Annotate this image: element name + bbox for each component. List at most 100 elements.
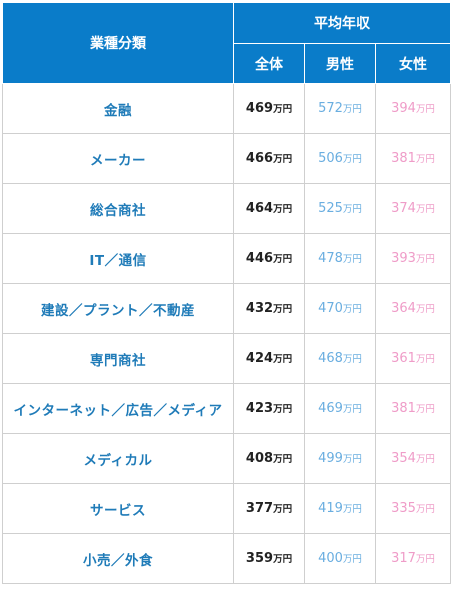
row-category: IT／通信 [2,233,234,284]
income-unit: 万円 [273,504,293,515]
row-male-income: 572万円 [304,83,376,134]
row-male-income: 470万円 [304,283,376,334]
row-female-income: 335万円 [375,483,451,534]
income-value: 354 [391,451,416,466]
income-value: 381 [391,151,416,166]
income-value: 361 [391,351,416,366]
income-value: 424 [245,351,274,366]
income-unit: 万円 [342,204,362,215]
income-value: 374 [391,201,416,216]
header-female: 女性 [375,43,451,84]
income-unit: 万円 [342,504,362,515]
row-total-income: 469万円 [233,83,305,134]
income-value: 400 [318,551,343,566]
row-total-income: 464万円 [233,183,305,234]
row-total-income: 408万円 [233,433,305,484]
income-unit: 万円 [273,104,293,115]
row-female-income: 317万円 [375,533,451,584]
income-unit: 万円 [415,354,435,365]
income-unit: 万円 [273,254,293,265]
row-category: メーカー [2,133,234,184]
income-unit: 万円 [273,554,293,565]
table-body: 金融 469万円 572万円 394万円 メーカー 466万円 506万円 381万円 総合商社… [2,83,451,584]
row-category: 総合商社 [2,183,234,234]
row-category: 金融 [2,83,234,134]
income-unit: 万円 [415,554,435,565]
table-row: サービス 377万円 419万円 335万円 [2,483,451,534]
income-unit: 万円 [342,154,362,165]
income-value: 469 [245,101,274,116]
header-male: 男性 [304,43,376,84]
table-row: 専門商社 424万円 468万円 361万円 [2,333,451,384]
income-unit: 万円 [415,454,435,465]
row-female-income: 361万円 [375,333,451,384]
income-unit: 万円 [415,104,435,115]
income-value: 359 [245,551,274,566]
row-category: 小売／外食 [2,533,234,584]
table-row: 小売／外食 359万円 400万円 317万円 [2,533,451,584]
row-category: 専門商社 [2,333,234,384]
income-value: 423 [245,401,274,416]
row-male-income: 478万円 [304,233,376,284]
income-value: 377 [245,501,274,516]
income-unit: 万円 [415,204,435,215]
table-row: 建設／プラント／不動産 432万円 470万円 364万円 [2,283,451,334]
row-female-income: 381万円 [375,383,451,434]
row-male-income: 469万円 [304,383,376,434]
income-value: 419 [318,501,343,516]
row-female-income: 364万円 [375,283,451,334]
income-value: 478 [318,251,343,266]
income-unit: 万円 [273,404,293,415]
row-male-income: 468万円 [304,333,376,384]
row-total-income: 466万円 [233,133,305,184]
income-unit: 万円 [415,304,435,315]
income-value: 468 [318,351,343,366]
row-total-income: 432万円 [233,283,305,334]
row-male-income: 506万円 [304,133,376,184]
income-unit: 万円 [273,154,293,165]
row-male-income: 499万円 [304,433,376,484]
header-category: 業種分類 [2,2,234,84]
row-male-income: 419万円 [304,483,376,534]
income-value: 572 [318,101,343,116]
income-unit: 万円 [273,304,293,315]
table-row: メーカー 466万円 506万円 381万円 [2,133,451,184]
row-female-income: 381万円 [375,133,451,184]
row-male-income: 400万円 [304,533,376,584]
income-value: 464 [245,201,274,216]
row-total-income: 377万円 [233,483,305,534]
table-header: 業種分類 平均年収 全体 男性 女性 [2,2,451,84]
income-unit: 万円 [342,404,362,415]
income-value: 381 [391,401,416,416]
income-unit: 万円 [342,554,362,565]
table-row: 金融 469万円 572万円 394万円 [2,83,451,134]
income-unit: 万円 [415,404,435,415]
row-total-income: 423万円 [233,383,305,434]
income-unit: 万円 [273,454,293,465]
income-unit: 万円 [415,254,435,265]
row-category: サービス [2,483,234,534]
row-category: インターネット／広告／メディア [2,383,234,434]
income-value: 525 [318,201,343,216]
income-value: 394 [391,101,416,116]
income-value: 432 [245,301,274,316]
row-total-income: 359万円 [233,533,305,584]
income-unit: 万円 [273,354,293,365]
row-male-income: 525万円 [304,183,376,234]
table-row: インターネット／広告／メディア 423万円 469万円 381万円 [2,383,451,434]
income-value: 470 [318,301,343,316]
income-unit: 万円 [342,304,362,315]
income-value: 317 [391,551,416,566]
table-row: IT／通信 446万円 478万円 393万円 [2,233,451,284]
income-unit: 万円 [342,454,362,465]
row-category: メディカル [2,433,234,484]
row-female-income: 354万円 [375,433,451,484]
salary-table: 業種分類 平均年収 全体 男性 女性 金融 469万円 572万円 394万円 メーカー… [2,2,451,584]
income-value: 499 [318,451,343,466]
income-value: 466 [245,151,274,166]
table-row: 総合商社 464万円 525万円 374万円 [2,183,451,234]
header-total: 全体 [233,43,305,84]
income-value: 506 [318,151,343,166]
income-unit: 万円 [415,504,435,515]
row-total-income: 446万円 [233,233,305,284]
